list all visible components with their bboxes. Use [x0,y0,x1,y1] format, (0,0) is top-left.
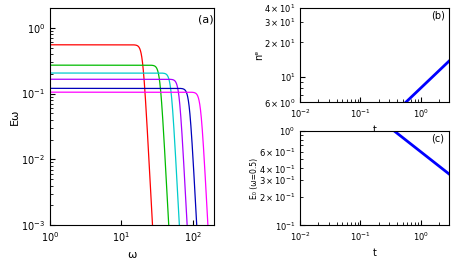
Y-axis label: Eω: Eω [10,108,20,125]
X-axis label: t: t [373,248,377,258]
Text: (a): (a) [197,14,213,24]
Text: (c): (c) [432,134,444,144]
Y-axis label: E₀ (ω=0.5): E₀ (ω=0.5) [250,157,259,199]
Y-axis label: nᵉ: nᵉ [254,50,264,60]
X-axis label: t: t [373,125,377,135]
Text: (b): (b) [432,11,445,21]
X-axis label: ω: ω [127,249,137,260]
